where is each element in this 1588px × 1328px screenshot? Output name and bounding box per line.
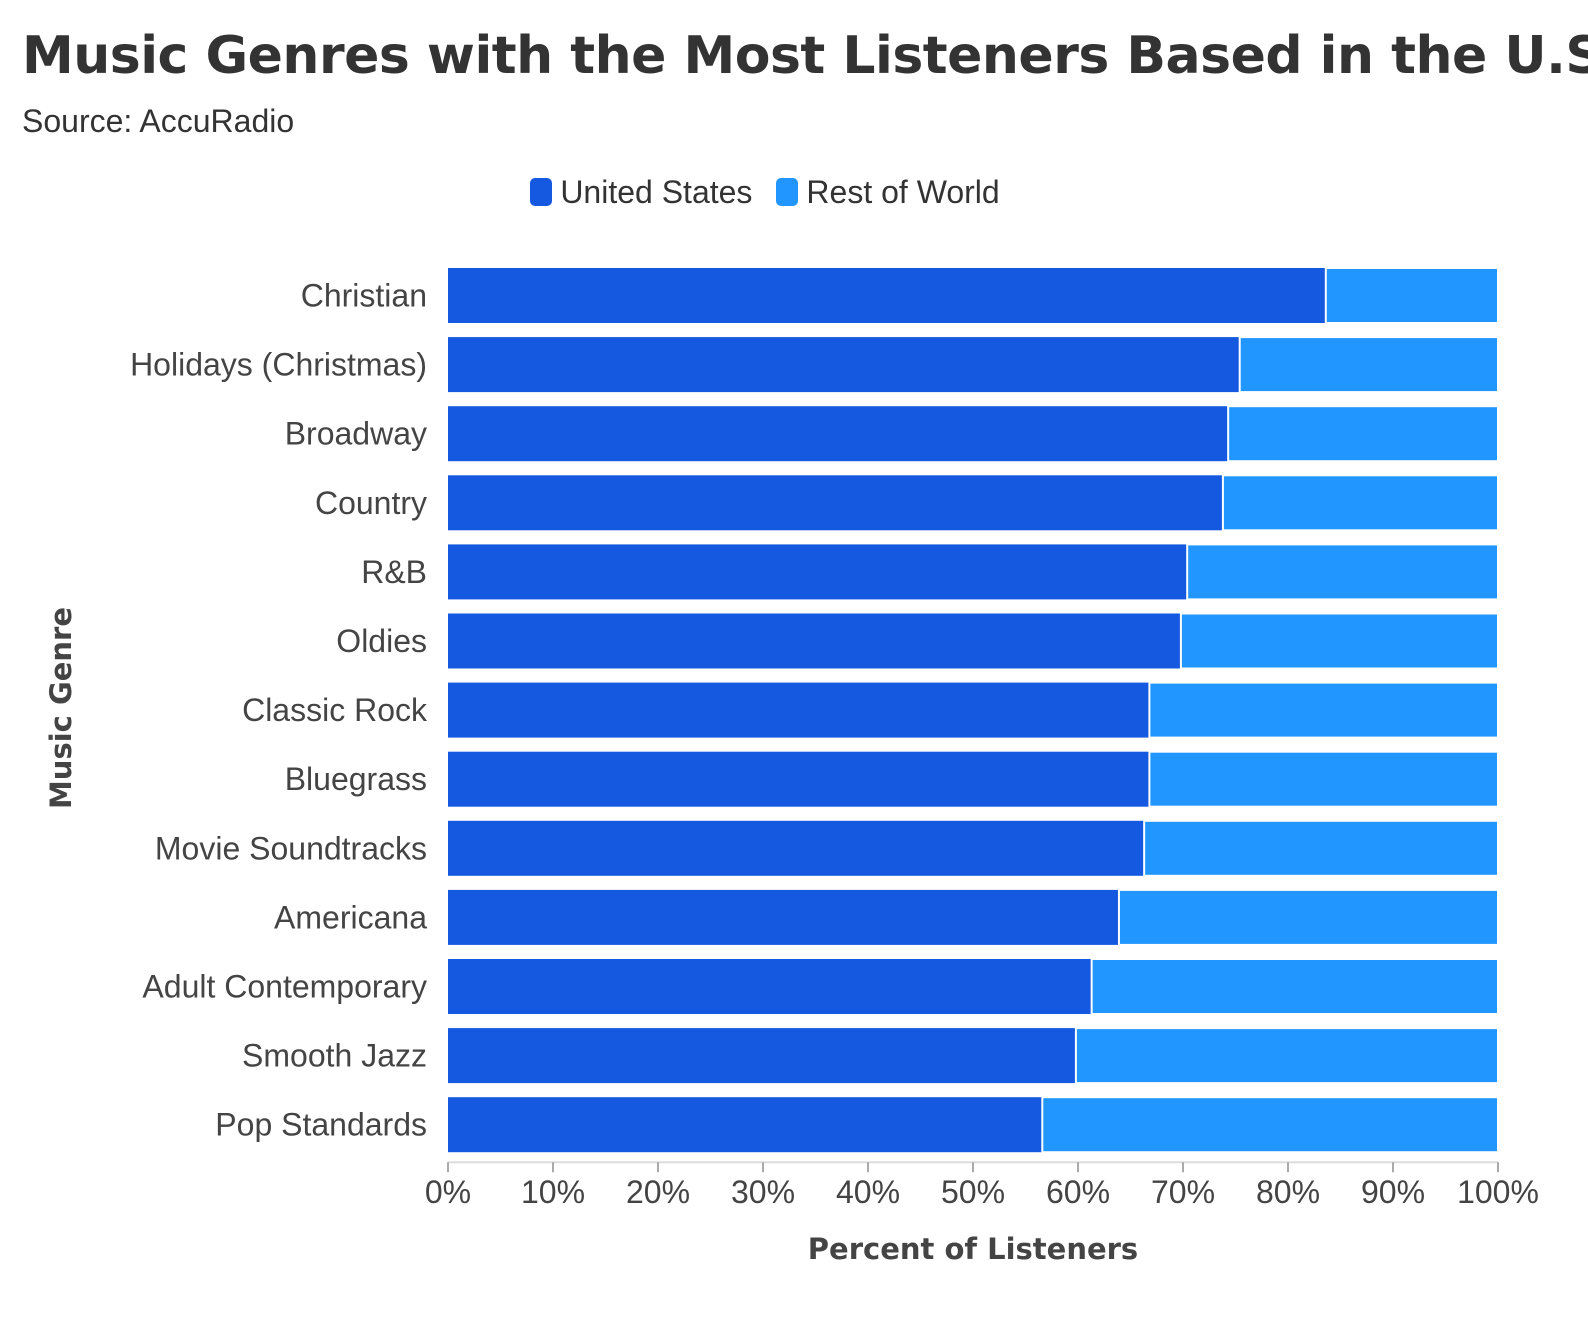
bar-rest-of-world-pop-standards[interactable] — [1041, 1096, 1500, 1154]
bar-rest-of-world-holidays-christmas[interactable] — [1238, 336, 1499, 394]
bar-rest-of-world-r-b[interactable] — [1186, 543, 1499, 601]
bar-united-states-smooth-jazz[interactable] — [448, 1028, 1076, 1084]
chart-subtitle: Source: AccuRadio — [22, 103, 295, 139]
bar-rest-of-world-broadway[interactable] — [1227, 405, 1500, 463]
category-label-bluegrass: Bluegrass — [285, 761, 427, 797]
bars-group — [448, 267, 1500, 1154]
x-axis-title: Percent of Listeners — [808, 1232, 1138, 1266]
bar-rest-of-world-bluegrass[interactable] — [1148, 750, 1500, 808]
bar-rest-of-world-country[interactable] — [1221, 474, 1500, 532]
bar-rest-of-world-movie-soundtracks[interactable] — [1143, 819, 1500, 877]
legend-swatch-united-states — [530, 178, 553, 206]
bar-united-states-oldies[interactable] — [448, 613, 1181, 669]
category-label-movie-soundtracks: Movie Soundtracks — [155, 830, 427, 866]
legend-label-rest-of-world: Rest of World — [806, 173, 1000, 210]
bar-united-states-adult-contemporary[interactable] — [448, 959, 1092, 1014]
y-axis-title: Music Genre — [44, 607, 78, 809]
x-tick-label: 20% — [626, 1174, 690, 1210]
x-tick-label: 50% — [941, 1174, 1005, 1210]
bar-rest-of-world-oldies[interactable] — [1179, 612, 1500, 670]
category-label-r-b: R&B — [361, 554, 427, 590]
category-label-smooth-jazz: Smooth Jazz — [242, 1038, 427, 1074]
category-label-adult-contemporary: Adult Contemporary — [142, 969, 427, 1005]
bar-rest-of-world-adult-contemporary[interactable] — [1090, 958, 1500, 1015]
bar-rest-of-world-classic-rock[interactable] — [1148, 681, 1500, 739]
category-label-americana: Americana — [274, 899, 427, 935]
x-tick-label: 100% — [1457, 1174, 1539, 1210]
legend-item-rest-of-world[interactable]: Rest of World — [776, 173, 1000, 211]
x-axis-ticks: 0% 10% 20% 30% 40% 50% 60% 70% 80% 90% 100% — [425, 1162, 1539, 1210]
bar-united-states-classic-rock[interactable] — [448, 682, 1150, 738]
x-tick-label: 70% — [1151, 1174, 1215, 1210]
bar-united-states-americana[interactable] — [448, 889, 1119, 945]
bar-rest-of-world-americana[interactable] — [1117, 888, 1499, 946]
bar-united-states-bluegrass[interactable] — [448, 751, 1150, 807]
bar-rest-of-world-christian[interactable] — [1324, 267, 1500, 324]
category-label-holidays-christmas: Holidays (Christmas) — [130, 347, 427, 383]
chart-title: Music Genres with the Most Listeners Bas… — [22, 26, 1588, 86]
legend-item-united-states[interactable]: United States — [530, 174, 752, 211]
category-labels: Christian Holidays (Christmas) Broadway Cou… — [130, 278, 428, 1143]
bar-united-states-r-b[interactable] — [448, 544, 1188, 600]
legend-swatch-rest-of-world — [776, 178, 799, 206]
bar-united-states-broadway[interactable] — [448, 406, 1229, 462]
bar-united-states-movie-soundtracks[interactable] — [448, 820, 1145, 876]
x-tick-label: 40% — [836, 1174, 900, 1210]
bar-rest-of-world-smooth-jazz[interactable] — [1074, 1027, 1500, 1085]
category-label-classic-rock: Classic Rock — [242, 692, 428, 728]
x-tick-label: 10% — [521, 1174, 585, 1210]
category-label-broadway: Broadway — [285, 416, 427, 452]
category-label-christian: Christian — [301, 278, 427, 314]
legend-label-united-states: United States — [560, 173, 753, 210]
x-tick-label: 60% — [1046, 1174, 1110, 1210]
x-tick-label: 80% — [1256, 1174, 1320, 1210]
bar-united-states-christian[interactable] — [448, 268, 1326, 323]
category-label-country: Country — [315, 485, 427, 521]
legend: United States Rest of World — [0, 172, 1530, 212]
category-label-oldies: Oldies — [336, 623, 427, 659]
x-tick-label: 30% — [731, 1174, 795, 1210]
category-label-pop-standards: Pop Standards — [215, 1107, 427, 1143]
x-tick-label: 0% — [425, 1174, 471, 1210]
bar-united-states-holidays-christmas[interactable] — [448, 337, 1240, 393]
bar-united-states-pop-standards[interactable] — [448, 1097, 1043, 1153]
x-tick-label: 90% — [1361, 1174, 1425, 1210]
bar-united-states-country[interactable] — [448, 475, 1223, 531]
